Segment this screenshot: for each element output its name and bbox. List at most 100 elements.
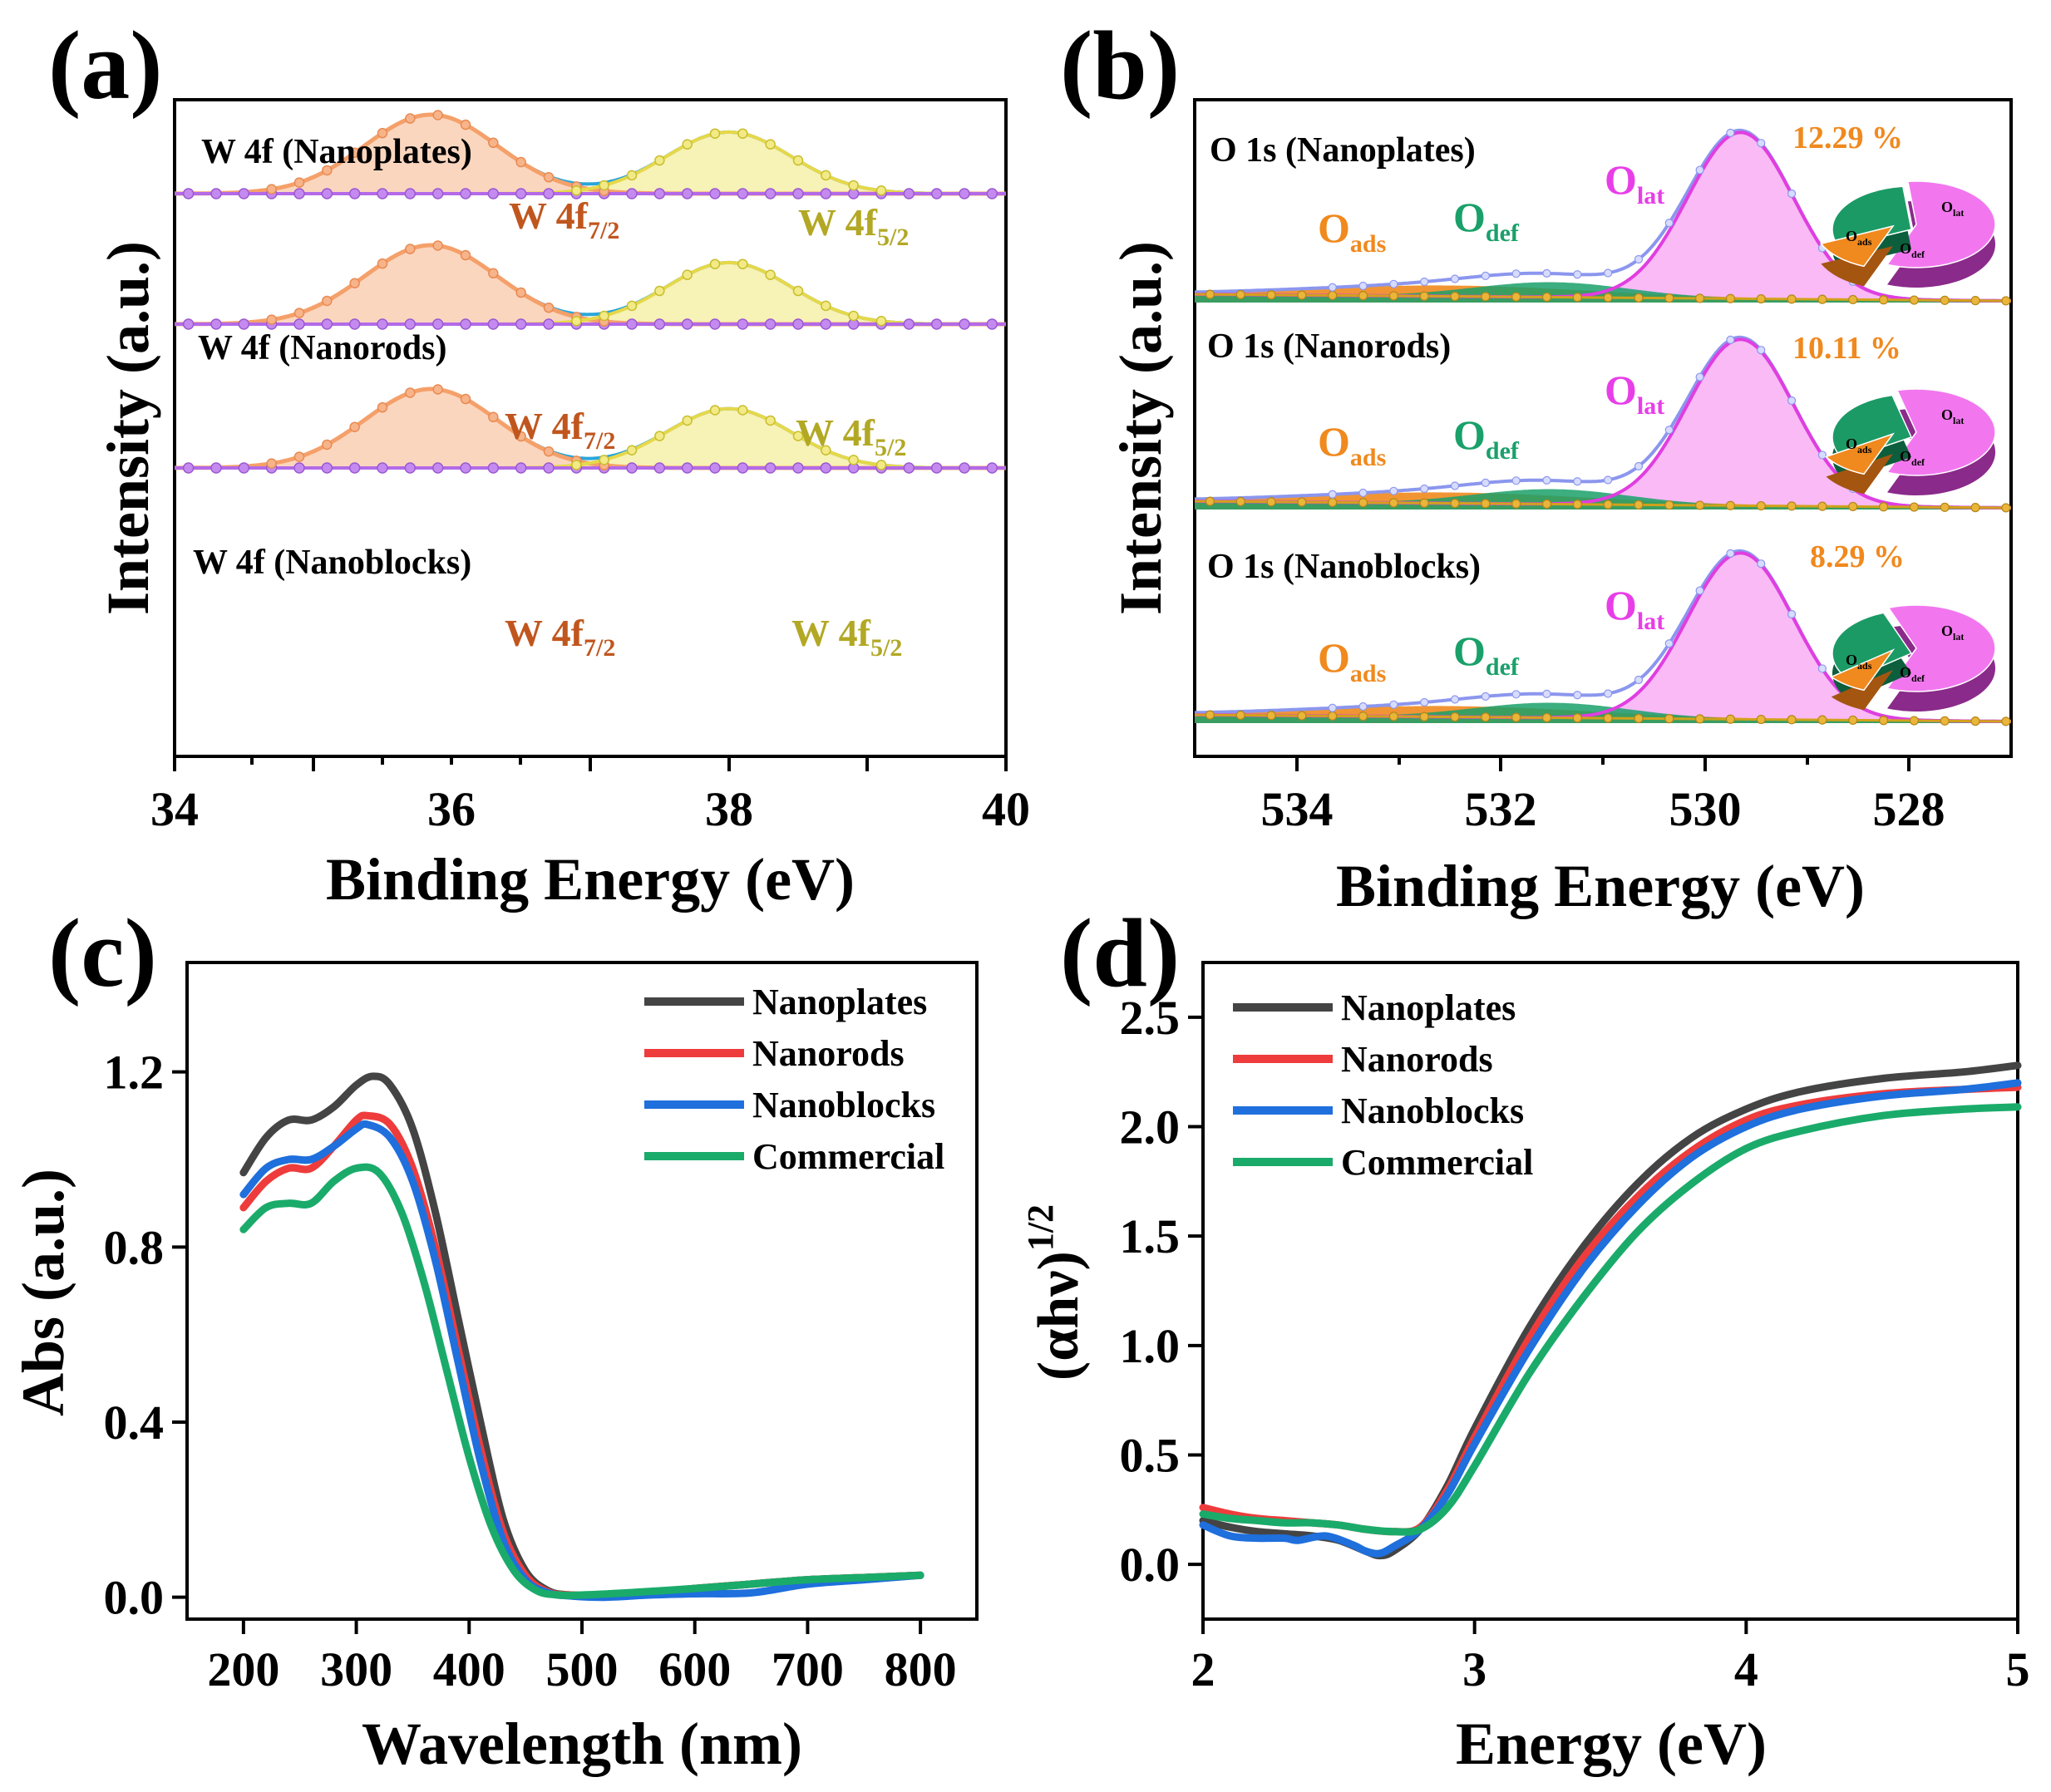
a-xtick-label: 38: [705, 782, 753, 836]
a-background-marker: [487, 318, 500, 330]
b-background-marker: [1787, 501, 1797, 511]
b-background-marker: [1817, 294, 1827, 304]
a-data-marker: [682, 269, 693, 280]
b-background-marker: [1695, 293, 1705, 303]
a-data-marker: [293, 177, 305, 188]
a-data-marker: [266, 314, 277, 325]
a-background-marker: [487, 188, 500, 199]
b-background-marker: [1388, 711, 1398, 721]
a-background-marker: [460, 462, 471, 474]
b-data-marker: [1817, 664, 1827, 673]
b-background-marker: [1572, 293, 1582, 303]
b-data-marker: [1573, 691, 1582, 700]
x-tick-label: 300: [320, 1642, 392, 1696]
b-background-marker: [1664, 500, 1674, 510]
series-line-commercial: [239, 1163, 924, 1600]
b-pie-slice-oads: [1830, 648, 1896, 692]
a-peak-label-w4f52-rods: W 4f5/2: [796, 411, 906, 461]
b-background-marker: [1205, 710, 1215, 720]
y-tick-label: 1.0: [1120, 1319, 1181, 1373]
panel-d-frame: [1201, 961, 2019, 1621]
a-background-marker: [431, 318, 444, 330]
a-data-marker: [405, 113, 416, 124]
a-data-marker: [322, 295, 333, 307]
panel-d-legend: Nanoplates Nanorods Nanoblocks Commercial: [1233, 987, 1533, 1183]
a-background-marker: [543, 462, 555, 474]
panel-b-pie-insets: Olat Odef Oads Olat Odef Oads Olat Odef Oads: [1819, 180, 1996, 712]
legend-label-nanorods: Nanorods: [752, 1033, 905, 1074]
b-background-marker: [1725, 293, 1736, 303]
b-background-marker: [1235, 710, 1245, 721]
b-background-marker: [1358, 498, 1368, 508]
panel-d-axes: 2 3 4 5 0.0 0.5 1.0 1.5 2.0 2.5: [1120, 991, 2030, 1696]
b-background-marker: [1328, 711, 1338, 721]
b-spectrum-label-nanoplates: O 1s (Nanoplates): [1210, 131, 1476, 170]
b-background-marker: [1266, 497, 1276, 507]
b-background-marker: [1481, 712, 1491, 722]
a-background-marker: [348, 188, 361, 199]
a-data-marker: [821, 300, 831, 312]
a-background-marker: [903, 188, 915, 199]
x-tick-label: 2: [1191, 1642, 1215, 1696]
x-tick-label: 800: [885, 1642, 957, 1696]
b-background-marker: [1572, 500, 1582, 510]
a-background-marker: [404, 188, 417, 199]
x-tick-label: 400: [433, 1642, 505, 1696]
b-data-marker: [1542, 475, 1551, 485]
panel-c-y-axis-title: Abs (a.u.): [10, 1169, 76, 1416]
a-background-marker: [377, 462, 388, 474]
a-data-marker: [488, 411, 499, 423]
series-line-nanoblocks: [1199, 1079, 2022, 1558]
b-data-marker: [1420, 277, 1429, 287]
a-background-marker: [792, 462, 804, 474]
b-data-marker: [1664, 639, 1674, 648]
b-background-marker: [1970, 296, 1980, 306]
b-pie-slice-olat: [1886, 180, 1996, 268]
a-data-marker: [792, 155, 804, 166]
b-background-marker: [1878, 502, 1889, 512]
a-data-marker: [875, 185, 887, 196]
b-peak-fill-olat: [1195, 553, 2011, 723]
b-data-marker: [1726, 549, 1735, 558]
a-background-marker: [653, 188, 666, 199]
a-data-marker: [377, 127, 388, 139]
a-data-marker: [293, 451, 305, 462]
series-line-commercial: [1199, 1103, 2022, 1536]
b-pie-slice-oads: [1824, 432, 1895, 475]
b-data-marker: [1358, 281, 1368, 291]
a-data-marker: [599, 180, 609, 191]
a-background-marker: [626, 462, 638, 474]
a-background-marker: [653, 462, 666, 474]
a-background-marker: [986, 188, 998, 199]
a-background-marker: [515, 188, 527, 199]
y-tick-label: 0.0: [104, 1571, 165, 1625]
b-background-marker: [1940, 502, 1950, 512]
b-background-marker: [1450, 711, 1460, 722]
b-data-marker: [1726, 128, 1735, 137]
b-pie-label-oads: Oads: [1846, 652, 1872, 672]
b-xtick-label: 530: [1669, 782, 1742, 836]
b-background-marker: [1970, 716, 1980, 726]
b-background-marker: [1756, 293, 1766, 304]
a-background-marker: [515, 318, 527, 330]
legend-label-nanoplates: Nanoplates: [752, 982, 927, 1022]
b-background-marker: [1940, 295, 1950, 305]
legend-label-nanoplates: Nanoplates: [1341, 987, 1516, 1028]
b-label-olat-rods: Olat: [1605, 367, 1664, 420]
a-background-marker: [959, 462, 970, 474]
b-label-olat-plates: Olat: [1605, 156, 1664, 209]
a-data-marker: [654, 431, 665, 441]
a-background-marker: [959, 318, 970, 330]
b-data-marker: [1573, 477, 1582, 486]
b-data-marker: [1664, 426, 1674, 435]
a-data-marker: [543, 171, 555, 183]
panel-d-x-axis-title: Energy (eV): [1456, 1711, 1767, 1777]
series-line-nanoblocks: [239, 1120, 924, 1602]
b-xtick-label: 528: [1873, 782, 1945, 836]
a-background-marker: [431, 462, 444, 474]
x-tick-label: 500: [546, 1642, 619, 1696]
b-spectrum-label-nanoblocks: O 1s (Nanoblocks): [1207, 548, 1481, 586]
b-label-odef-blocks: Odef: [1453, 628, 1520, 681]
a-peak-fill-w4f52: [175, 408, 1006, 468]
a-background-marker: [182, 462, 195, 474]
